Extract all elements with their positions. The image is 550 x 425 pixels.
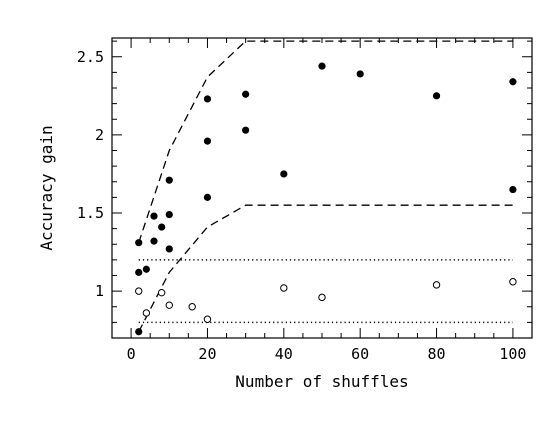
reference-lines bbox=[138, 40, 513, 333]
filled-point bbox=[150, 237, 158, 245]
open-point bbox=[280, 284, 288, 292]
open-point bbox=[509, 278, 517, 286]
filled-point bbox=[165, 245, 173, 253]
x-tick-label: 40 bbox=[275, 345, 293, 363]
y-tick-label: 2.5 bbox=[77, 48, 104, 66]
plot-frame bbox=[111, 37, 533, 339]
x-tick-label: 0 bbox=[127, 345, 136, 363]
filled-point bbox=[509, 185, 517, 194]
x-tick-label: 20 bbox=[198, 345, 216, 363]
open-point bbox=[203, 315, 212, 323]
filled-point bbox=[432, 92, 441, 100]
dashed-line-0 bbox=[138, 40, 513, 243]
dashed-line-1 bbox=[138, 204, 513, 333]
x-tick-label: 100 bbox=[499, 345, 526, 363]
filled-point bbox=[356, 70, 364, 78]
y-tick-label: 1 bbox=[95, 282, 104, 300]
y-tick-label: 2 bbox=[95, 126, 104, 144]
filled-point bbox=[142, 265, 150, 273]
open-point bbox=[157, 288, 166, 297]
filled-point bbox=[165, 176, 173, 184]
x-axis-title: Number of shuffles bbox=[235, 372, 408, 391]
filled-point bbox=[242, 126, 250, 134]
x-tick-label: 60 bbox=[351, 345, 369, 363]
filled-point bbox=[203, 95, 212, 103]
filled-point bbox=[203, 193, 212, 201]
filled-point bbox=[150, 212, 158, 220]
filled-point bbox=[203, 137, 212, 145]
open-point bbox=[432, 281, 441, 289]
y-tick-label: 1.5 bbox=[77, 204, 104, 222]
y-axis-title: Accuracy gain bbox=[37, 125, 56, 250]
filled-point bbox=[135, 239, 143, 247]
filled-point bbox=[318, 62, 326, 70]
filled-point bbox=[509, 78, 517, 86]
filled-point bbox=[135, 328, 143, 336]
filled-point bbox=[135, 268, 143, 276]
filled-point bbox=[158, 223, 166, 231]
open-point bbox=[165, 301, 173, 309]
open-point bbox=[188, 303, 196, 311]
open-point bbox=[142, 309, 151, 317]
open-point bbox=[135, 287, 143, 295]
open-point bbox=[318, 293, 326, 302]
x-tick-label: 80 bbox=[428, 345, 446, 363]
filled-point bbox=[280, 170, 288, 178]
axis-ticks: 0 20 40 60 80 100 1 1.5 2 2.5 bbox=[77, 38, 532, 363]
data-points bbox=[135, 62, 517, 336]
filled-point bbox=[165, 210, 173, 219]
filled-point bbox=[242, 90, 250, 98]
